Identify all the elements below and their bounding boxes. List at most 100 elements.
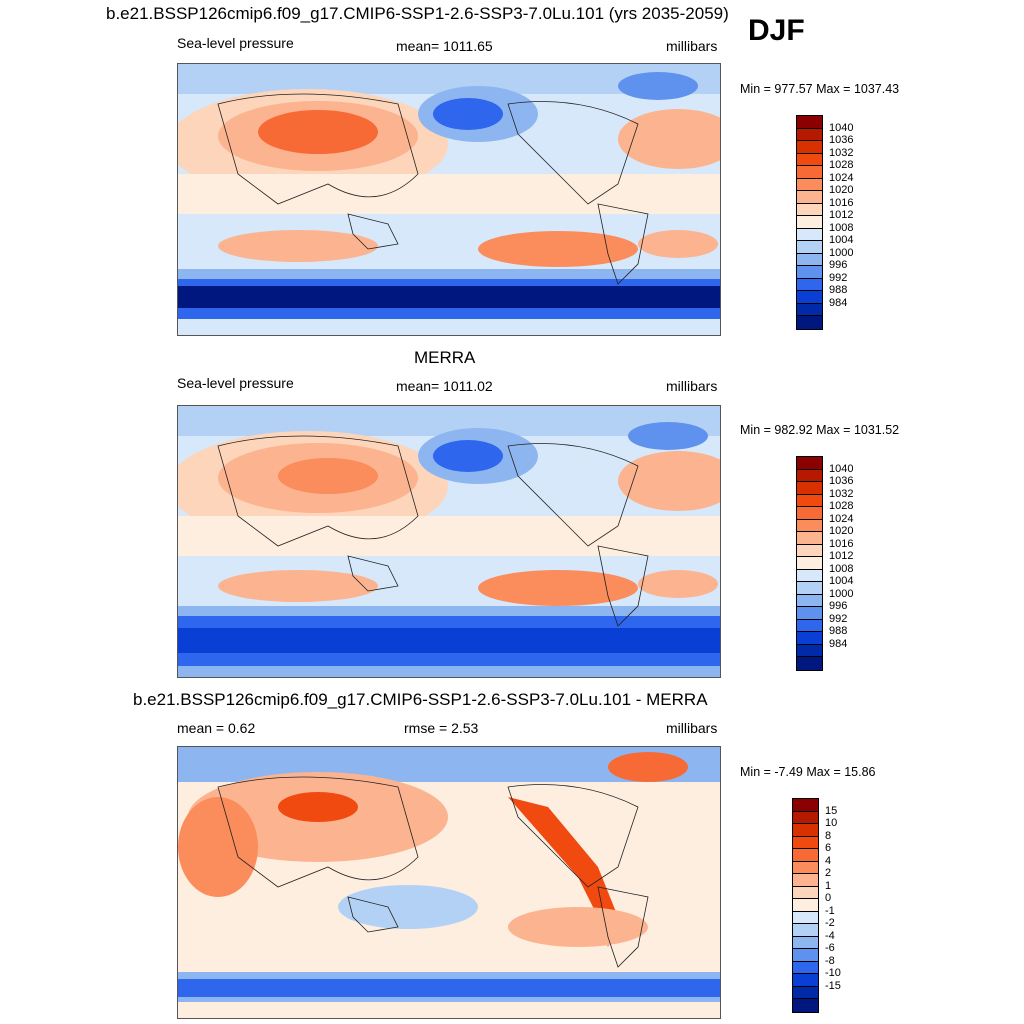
- colorbar-swatch: [797, 644, 822, 658]
- map-coast-north-america: [507, 443, 639, 547]
- colorbar-swatch: [797, 253, 822, 267]
- colorbar-swatch: [797, 657, 822, 670]
- map-diff-tropical-pacific: [338, 885, 478, 929]
- panel-model-variable-label: Sea-level pressure: [177, 35, 294, 51]
- colorbar-swatch: [797, 203, 822, 217]
- map-south-high-indian: [218, 230, 378, 262]
- colorbar-swatch: [797, 166, 822, 179]
- map-aleutian-low-core: [433, 440, 503, 472]
- map-south-high-atlantic: [638, 230, 718, 258]
- map-diff-tibet: [278, 792, 358, 822]
- colorbar-swatch: [793, 911, 818, 925]
- map-coast-north-america: [507, 784, 639, 888]
- colorbar-tick-label: 984: [829, 296, 848, 309]
- panel-model-colorbar: [796, 115, 823, 330]
- panel-obs-variable-label: Sea-level pressure: [177, 375, 294, 391]
- colorbar-swatch: [793, 961, 818, 975]
- colorbar-swatch: [797, 532, 822, 545]
- colorbar-tick-label: 4: [825, 854, 832, 867]
- panel-obs-title: MERRA: [414, 348, 476, 367]
- map-band-polar-north: [178, 406, 720, 436]
- figure-main-title: b.e21.BSSP126cmip6.f09_g17.CMIP6-SSP1-2.…: [106, 4, 729, 23]
- colorbar-tick-label: 0: [825, 892, 832, 905]
- map-band-southern-core: [178, 979, 720, 997]
- colorbar-swatch: [797, 457, 822, 470]
- colorbar-tick-label: 996: [829, 600, 848, 613]
- map-south-high-atlantic: [638, 570, 718, 598]
- colorbar-swatch: [797, 632, 822, 645]
- colorbar-swatch: [797, 482, 822, 495]
- colorbar-tick-label: 1040: [829, 121, 854, 134]
- colorbar-swatch: [793, 874, 818, 887]
- map-south-high-indian: [218, 570, 378, 602]
- map-high-asia-core: [258, 110, 378, 154]
- colorbar-tick-label: -10: [825, 967, 841, 980]
- colorbar-tick-label: 1016: [829, 537, 854, 550]
- colorbar-swatch: [793, 886, 818, 900]
- colorbar-swatch: [793, 849, 818, 862]
- colorbar-swatch: [797, 507, 822, 520]
- panel-diff-map: [177, 746, 721, 1019]
- map-coast-south-america: [597, 545, 649, 627]
- colorbar-swatch: [793, 824, 818, 837]
- colorbar-swatch: [797, 619, 822, 633]
- colorbar-tick-label: 1028: [829, 159, 854, 172]
- map-coast-australia: [347, 555, 399, 592]
- colorbar-swatch: [797, 519, 822, 533]
- colorbar-tick-label: 996: [829, 259, 848, 272]
- map-coast-eurasia: [217, 93, 419, 205]
- map-icelandic-low: [618, 72, 698, 100]
- colorbar-swatch: [797, 469, 822, 483]
- colorbar-tick-label: 988: [829, 625, 848, 638]
- colorbar-tick-label: 984: [829, 637, 848, 650]
- map-band-antarctic: [178, 1002, 720, 1018]
- panel-diff-title: b.e21.BSSP126cmip6.f09_g17.CMIP6-SSP1-2.…: [133, 690, 708, 709]
- colorbar-swatch: [793, 999, 818, 1012]
- map-high-atlantic: [618, 451, 720, 511]
- colorbar-tick-label: 6: [825, 842, 832, 855]
- colorbar-tick-label: 1036: [829, 134, 854, 147]
- colorbar-tick-label: 1020: [829, 184, 854, 197]
- panel-obs-mean-label: mean= 1011.02: [396, 378, 493, 394]
- colorbar-swatch: [793, 974, 818, 987]
- panel-diff-map-svg: [178, 747, 720, 1018]
- map-band-antarctic: [178, 319, 720, 335]
- panel-diff-units-label: millibars: [666, 720, 718, 736]
- colorbar-swatch: [793, 949, 818, 962]
- colorbar-tick-label: 1024: [829, 171, 854, 184]
- map-coast-australia: [347, 896, 399, 933]
- map-icelandic-low: [628, 422, 708, 450]
- season-label: DJF: [748, 14, 805, 47]
- colorbar-tick-label: 1012: [829, 209, 854, 222]
- map-high-atlantic: [618, 109, 720, 169]
- colorbar-tick-label: 2: [825, 867, 832, 880]
- colorbar-tick-label: 1008: [829, 562, 854, 575]
- colorbar-tick-label: 1008: [829, 221, 854, 234]
- colorbar-swatch: [797, 291, 822, 304]
- map-band-southern-core: [178, 628, 720, 653]
- colorbar-swatch: [793, 799, 818, 812]
- colorbar-swatch: [797, 494, 822, 508]
- colorbar-swatch: [797, 544, 822, 558]
- colorbar-tick-label: 1032: [829, 487, 854, 500]
- colorbar-tick-label: 1016: [829, 196, 854, 209]
- colorbar-swatch: [797, 303, 822, 317]
- colorbar-tick-label: 1024: [829, 512, 854, 525]
- colorbar-swatch: [797, 116, 822, 129]
- map-diff-south-pacific: [508, 907, 648, 947]
- panel-model-map: [177, 63, 721, 336]
- colorbar-tick-label: 1000: [829, 246, 854, 259]
- colorbar-swatch: [793, 836, 818, 850]
- colorbar-swatch: [797, 153, 822, 167]
- colorbar-swatch: [797, 128, 822, 142]
- colorbar-tick-label: 15: [825, 804, 838, 817]
- panel-diff-colorbar: [792, 798, 819, 1013]
- colorbar-tick-label: 1: [825, 879, 832, 892]
- colorbar-tick-label: 1020: [829, 525, 854, 538]
- panel-model-mean-label: mean= 1011.65: [396, 38, 493, 54]
- colorbar-swatch: [793, 924, 818, 937]
- colorbar-tick-label: 1028: [829, 500, 854, 513]
- colorbar-swatch: [793, 811, 818, 825]
- colorbar-tick-label: 988: [829, 284, 848, 297]
- panel-obs-units-label: millibars: [666, 378, 718, 394]
